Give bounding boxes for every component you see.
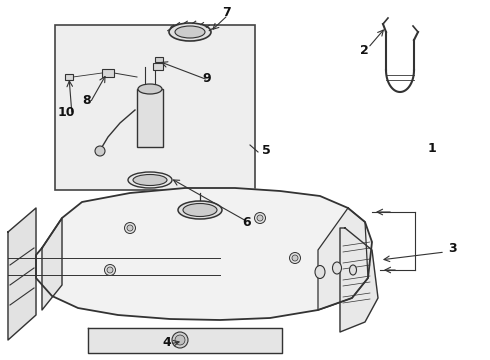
Text: 1: 1 [428,141,437,154]
Polygon shape [8,208,36,340]
Polygon shape [340,228,378,332]
Bar [102,69,114,77]
FancyBboxPatch shape [55,25,255,190]
Polygon shape [42,218,62,310]
Bar [155,57,163,62]
Text: 3: 3 [448,242,457,255]
Text: 6: 6 [242,216,250,229]
Text: 5: 5 [262,144,271,157]
Circle shape [257,215,263,221]
Ellipse shape [315,266,325,279]
Circle shape [124,222,136,234]
Polygon shape [88,328,282,353]
Ellipse shape [128,172,172,188]
Ellipse shape [183,203,217,216]
Circle shape [290,252,300,264]
Ellipse shape [333,262,342,274]
Text: 4: 4 [162,336,171,348]
Polygon shape [318,208,368,310]
Circle shape [254,212,266,224]
Text: 8: 8 [82,94,91,107]
Text: 9: 9 [202,72,211,85]
Ellipse shape [133,175,167,185]
Circle shape [107,267,113,273]
Circle shape [292,255,298,261]
Bar [65,74,73,80]
Circle shape [104,265,116,275]
Text: 10: 10 [58,105,75,118]
Ellipse shape [169,23,211,41]
Polygon shape [36,188,372,320]
Ellipse shape [175,26,205,38]
Text: 2: 2 [360,44,369,57]
Bar [137,89,163,147]
Text: 7: 7 [222,5,231,18]
Bar [153,63,163,70]
Ellipse shape [178,201,222,219]
Circle shape [172,332,188,348]
Circle shape [175,335,185,345]
Ellipse shape [349,265,357,275]
Ellipse shape [138,84,162,94]
Circle shape [95,146,105,156]
Circle shape [127,225,133,231]
